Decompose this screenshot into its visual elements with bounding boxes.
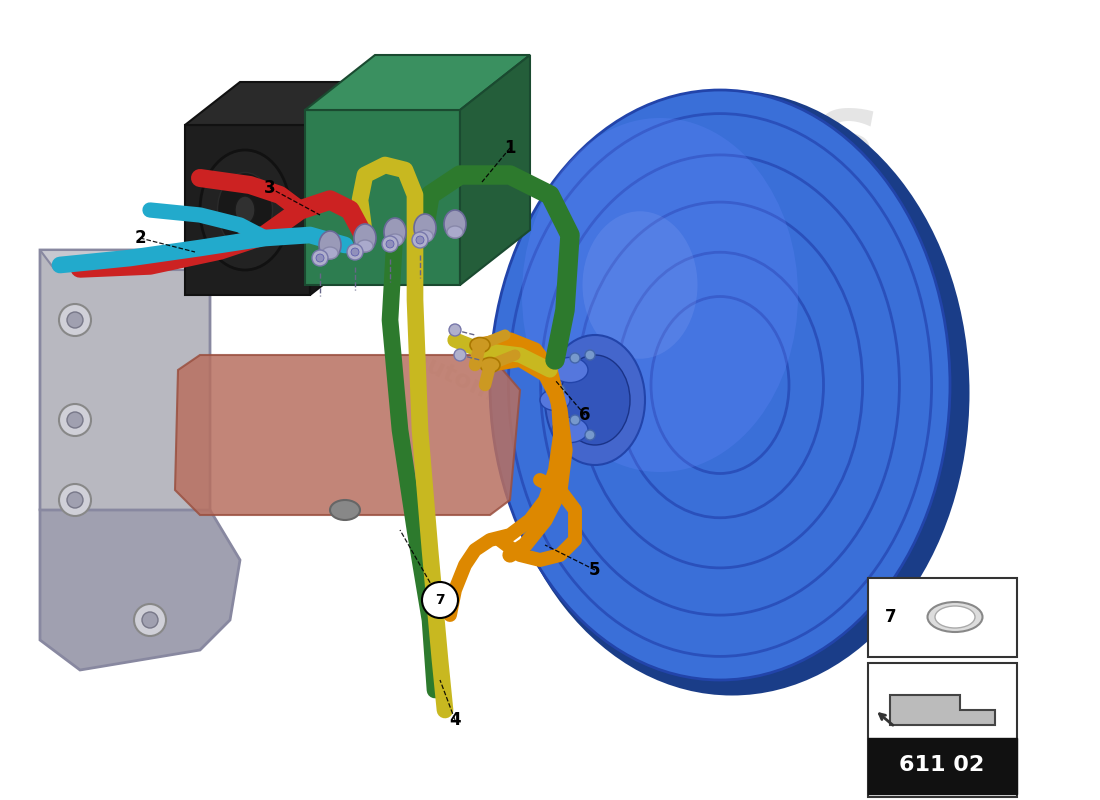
Ellipse shape	[495, 90, 969, 695]
Text: 7: 7	[436, 593, 444, 607]
Polygon shape	[185, 125, 310, 295]
Ellipse shape	[218, 173, 273, 247]
Ellipse shape	[358, 240, 373, 252]
Polygon shape	[175, 355, 520, 515]
Circle shape	[59, 484, 91, 516]
Text: lamborghini
automobile parts since 1985: lamborghini automobile parts since 1985	[407, 322, 793, 538]
Circle shape	[416, 236, 424, 244]
Circle shape	[67, 412, 82, 428]
Text: 611 02: 611 02	[900, 755, 984, 775]
Text: res: res	[682, 86, 878, 194]
Ellipse shape	[490, 90, 950, 680]
Ellipse shape	[444, 210, 466, 238]
Circle shape	[142, 612, 158, 628]
Ellipse shape	[495, 93, 960, 687]
Circle shape	[570, 353, 580, 363]
Circle shape	[312, 250, 328, 266]
Circle shape	[59, 304, 91, 336]
Circle shape	[67, 492, 82, 508]
Circle shape	[59, 404, 91, 436]
Ellipse shape	[552, 418, 589, 442]
Circle shape	[351, 248, 359, 256]
Polygon shape	[460, 55, 530, 285]
Ellipse shape	[414, 214, 436, 242]
FancyBboxPatch shape	[868, 663, 1018, 797]
FancyBboxPatch shape	[868, 738, 1018, 794]
Circle shape	[67, 312, 82, 328]
Ellipse shape	[384, 218, 406, 246]
Polygon shape	[185, 82, 365, 125]
Circle shape	[570, 415, 580, 425]
Ellipse shape	[319, 231, 341, 259]
Ellipse shape	[522, 118, 798, 472]
Polygon shape	[40, 250, 210, 570]
Circle shape	[316, 254, 324, 262]
Text: 2: 2	[134, 229, 146, 247]
Ellipse shape	[544, 335, 645, 465]
Polygon shape	[305, 55, 530, 110]
Text: 6: 6	[580, 406, 591, 424]
Ellipse shape	[447, 226, 463, 238]
Ellipse shape	[417, 230, 433, 242]
Ellipse shape	[935, 606, 975, 628]
Ellipse shape	[235, 196, 255, 224]
Text: 1: 1	[504, 139, 516, 157]
Ellipse shape	[560, 355, 630, 445]
Polygon shape	[40, 510, 240, 670]
Circle shape	[412, 232, 428, 248]
Text: 5: 5	[590, 561, 601, 579]
Polygon shape	[310, 82, 365, 295]
Circle shape	[556, 385, 565, 395]
Ellipse shape	[322, 247, 338, 259]
Ellipse shape	[354, 224, 376, 252]
Polygon shape	[305, 110, 460, 285]
Text: 4: 4	[449, 711, 461, 729]
Circle shape	[346, 244, 363, 260]
Ellipse shape	[583, 211, 697, 358]
Circle shape	[585, 350, 595, 360]
Ellipse shape	[330, 500, 360, 520]
Circle shape	[585, 430, 595, 440]
Ellipse shape	[470, 338, 490, 353]
Ellipse shape	[387, 234, 403, 246]
Ellipse shape	[480, 358, 501, 373]
Ellipse shape	[540, 390, 570, 410]
Circle shape	[134, 604, 166, 636]
Text: 3: 3	[264, 179, 276, 197]
Text: since 1985: since 1985	[707, 162, 893, 238]
Circle shape	[454, 349, 466, 361]
Circle shape	[386, 240, 394, 248]
FancyBboxPatch shape	[868, 578, 1018, 657]
Ellipse shape	[552, 358, 589, 382]
Polygon shape	[40, 250, 200, 270]
Text: 7: 7	[886, 608, 896, 626]
Circle shape	[382, 236, 398, 252]
Circle shape	[449, 324, 461, 336]
Ellipse shape	[927, 602, 982, 632]
Circle shape	[422, 582, 458, 618]
Ellipse shape	[200, 150, 290, 270]
Polygon shape	[890, 695, 996, 725]
